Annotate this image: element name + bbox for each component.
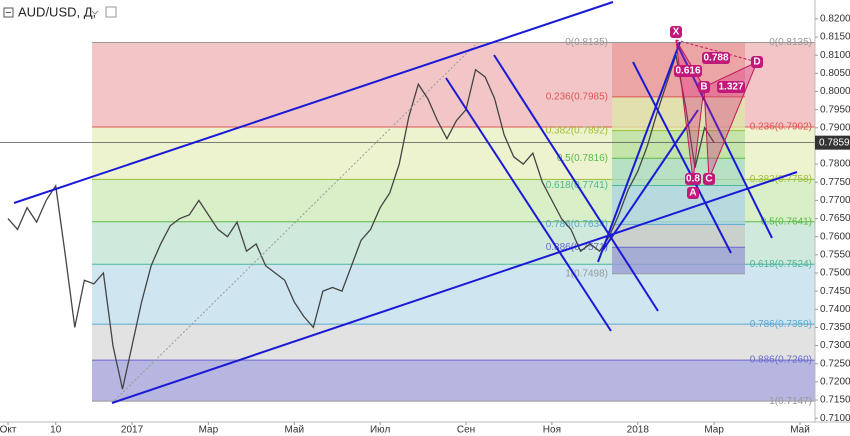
settings-icon[interactable] xyxy=(105,6,117,18)
fib-label: 0.886(0.7260) xyxy=(750,355,812,366)
ratio-badge xyxy=(685,173,701,185)
x-tick-label: Май xyxy=(284,425,304,436)
y-tick-label: 0.7950 xyxy=(820,104,850,115)
point-badge xyxy=(687,187,699,199)
fib-label: 0.786(0.7634) xyxy=(546,219,608,230)
y-tick-label: 0.8100 xyxy=(820,50,850,61)
y-tick-label: 0.7450 xyxy=(820,286,850,297)
y-tick-label: 0.8200 xyxy=(820,14,850,25)
trend-line xyxy=(632,61,732,254)
symbol-title: AUD/USD, Д, xyxy=(18,4,96,19)
x-tick-label: Май xyxy=(790,425,810,436)
channel-top xyxy=(13,1,614,204)
fib-label: 1(0.7147) xyxy=(769,396,812,407)
fib-label: 0.382(0.7892) xyxy=(546,125,608,136)
fib-band xyxy=(92,324,815,361)
fib-band xyxy=(612,247,745,274)
ratio-label: 0.788 xyxy=(703,53,728,64)
y-tick-label: 0.7900 xyxy=(820,122,850,133)
y-tick-label: 0.7400 xyxy=(820,304,850,315)
x-tick-label: Мар xyxy=(704,425,724,436)
fib-band xyxy=(612,224,745,248)
fib-band xyxy=(92,264,815,325)
y-tick-label: 0.7800 xyxy=(820,159,850,170)
axes: 0.8200 0.8150 0.8100 0.8050 0.8000 0.7950 0.79… xyxy=(0,14,850,436)
header-bg xyxy=(0,2,128,24)
fib-label: 0.618(0.7524) xyxy=(750,259,812,270)
fib-zones: 0(0.8135) 0.236(0.7902) 0.382(0.7758) 0.5(0… xyxy=(92,37,815,407)
point-label: C xyxy=(705,174,712,185)
ratio-badge xyxy=(702,52,730,64)
pattern-line xyxy=(675,39,758,63)
point-label: B xyxy=(700,82,707,93)
y-tick-label: 0.7750 xyxy=(820,177,850,188)
trend-line xyxy=(493,54,659,312)
fib-trend-line xyxy=(111,42,478,404)
fib-label: 0(0.8135) xyxy=(769,37,812,48)
point-badge xyxy=(670,26,682,38)
trend-line xyxy=(445,77,612,332)
fib-label: 0.5(0.7641) xyxy=(761,216,812,227)
point-label: D xyxy=(753,57,760,68)
ratio-label: 1.327 xyxy=(718,82,743,93)
x-tick-label: 2018 xyxy=(627,425,650,436)
y-tick-label: 0.7100 xyxy=(820,413,850,424)
fib-label: 0.5(0.7816) xyxy=(557,153,608,164)
harmonic-pattern: X A B 0.8 C D 0.788 0.616 1.327 xyxy=(670,26,763,199)
ratio-badge xyxy=(717,81,745,93)
y-tick-label: 0.7350 xyxy=(820,322,850,333)
y-tick-label: 0.7300 xyxy=(820,340,850,351)
point-badge xyxy=(698,81,710,93)
time-axis xyxy=(0,422,850,436)
fib-label: 0.236(0.7902) xyxy=(750,122,812,133)
x-tick-label: 10 xyxy=(50,425,62,436)
y-tick-label: 0.8150 xyxy=(820,32,850,43)
point-badge xyxy=(703,173,715,185)
y-tick-label: 0.7600 xyxy=(820,231,850,242)
price-layer xyxy=(0,54,815,390)
fib-band xyxy=(612,185,745,225)
trend-line xyxy=(597,41,681,263)
x-tick-label: Ноя xyxy=(543,425,561,436)
point-label: A xyxy=(689,188,696,199)
price-axis xyxy=(815,0,850,436)
y-tick-label: 0.7500 xyxy=(820,268,850,279)
y-tick-label: 0.7550 xyxy=(820,249,850,260)
last-price-badge xyxy=(815,135,850,150)
collapse-icon[interactable] xyxy=(3,7,14,18)
dropdown-icon[interactable] xyxy=(91,10,99,15)
fib-label: 0.786(0.7359) xyxy=(750,319,812,330)
x-tick-label: Окт xyxy=(0,425,17,436)
fib-label: 1(0.7498) xyxy=(565,268,608,279)
fib-label: 0.382(0.7758) xyxy=(750,174,812,185)
fib-label: 0.236(0.7985) xyxy=(546,92,608,103)
y-tick-label: 0.7250 xyxy=(820,358,850,369)
trend-line xyxy=(602,109,699,251)
ratio-label: 0.616 xyxy=(675,66,700,77)
last-price-label: 0.7859 xyxy=(819,137,850,148)
point-badge xyxy=(751,56,763,68)
y-tick-label: 0.7700 xyxy=(820,195,850,206)
x-tick-label: Мар xyxy=(199,425,219,436)
y-tick-label: 0.7650 xyxy=(820,213,850,224)
ratio-badge xyxy=(674,65,702,77)
y-tick-label: 0.7200 xyxy=(820,377,850,388)
ratio-label: 0.8 xyxy=(686,174,700,185)
fib-label: 0.886(0.7571) xyxy=(546,242,608,253)
x-tick-label: 2017 xyxy=(121,425,144,436)
x-tick-label: Июл xyxy=(370,425,390,436)
y-tick-label: 0.7150 xyxy=(820,395,850,406)
channel-bottom xyxy=(111,171,798,404)
y-tick-label: 0.8000 xyxy=(820,86,850,97)
fib-band xyxy=(92,360,815,402)
fib-band xyxy=(612,96,745,131)
fib-label: 0(0.8135) xyxy=(565,37,608,48)
price-line xyxy=(7,54,715,390)
point-label: X xyxy=(673,27,680,38)
x-tick-label: Сен xyxy=(457,425,475,436)
y-tick-label: 0.8050 xyxy=(820,68,850,79)
